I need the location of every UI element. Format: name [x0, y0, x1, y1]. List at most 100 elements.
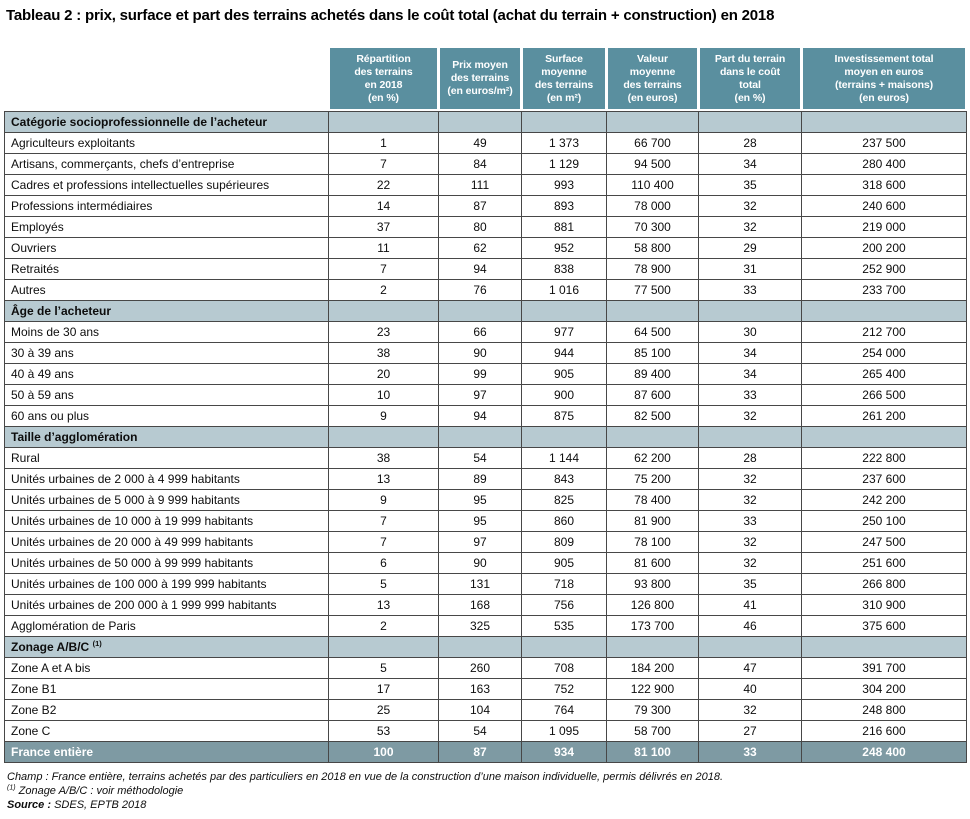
- value-cell: 905: [521, 552, 607, 574]
- data-row: Unités urbaines de 2 000 à 4 999 habitan…: [4, 468, 967, 490]
- value-cell: 212 700: [801, 321, 967, 343]
- value-cell: 242 200: [801, 489, 967, 511]
- data-row: 40 à 49 ans 20 99 905 89 400 34 265 400: [4, 363, 967, 385]
- data-row-label: Retraités: [4, 258, 329, 280]
- value-cell: 7: [328, 153, 439, 175]
- data-row-label: Unités urbaines de 2 000 à 4 999 habitan…: [4, 468, 329, 490]
- value-cell: 41: [698, 594, 802, 616]
- data-row-label: 50 à 59 ans: [4, 384, 329, 406]
- value-cell: 32: [698, 699, 802, 721]
- value-cell: [801, 300, 967, 322]
- value-cell: 266 500: [801, 384, 967, 406]
- value-cell: 952: [521, 237, 607, 259]
- data-row-label: Artisans, commerçants, chefs d’entrepris…: [4, 153, 329, 175]
- value-cell: 944: [521, 342, 607, 364]
- data-row: Unités urbaines de 10 000 à 19 999 habit…: [4, 510, 967, 532]
- value-cell: [328, 426, 439, 448]
- section-row-label: Âge de l’acheteur: [4, 300, 329, 322]
- data-row-label: Zone C: [4, 720, 329, 742]
- value-cell: 32: [698, 195, 802, 217]
- value-cell: 38: [328, 342, 439, 364]
- data-row-label: Rural: [4, 447, 329, 469]
- value-cell: 266 800: [801, 573, 967, 595]
- value-cell: 905: [521, 363, 607, 385]
- data-row-label: 40 à 49 ans: [4, 363, 329, 385]
- value-cell: 87 600: [606, 384, 699, 406]
- value-cell: 81 100: [606, 741, 699, 763]
- value-cell: 2: [328, 279, 439, 301]
- value-cell: 62 200: [606, 447, 699, 469]
- value-cell: 977: [521, 321, 607, 343]
- section-row: Catégorie socioprofessionnelle de l’ache…: [4, 111, 967, 133]
- data-row: Retraités 7 94 838 78 900 31 252 900: [4, 258, 967, 280]
- value-cell: 237 500: [801, 132, 967, 154]
- data-row-label: 30 à 39 ans: [4, 342, 329, 364]
- value-cell: 893: [521, 195, 607, 217]
- value-cell: 881: [521, 216, 607, 238]
- data-row-label: Zone A et A bis: [4, 657, 329, 679]
- value-cell: [698, 636, 802, 658]
- value-cell: 35: [698, 174, 802, 196]
- data-row: Unités urbaines de 50 000 à 99 999 habit…: [4, 552, 967, 574]
- value-cell: 70 300: [606, 216, 699, 238]
- col-header-text: Part du terrain dans le coût total (en %…: [700, 48, 800, 109]
- value-cell: 752: [521, 678, 607, 700]
- data-row-label: Unités urbaines de 5 000 à 9 999 habitan…: [4, 489, 329, 511]
- value-cell: 126 800: [606, 594, 699, 616]
- value-cell: 93 800: [606, 573, 699, 595]
- value-cell: 1 129: [521, 153, 607, 175]
- data-row: Autres 2 76 1 016 77 500 33 233 700: [4, 279, 967, 301]
- value-cell: 310 900: [801, 594, 967, 616]
- value-cell: 375 600: [801, 615, 967, 637]
- section-row: Âge de l’acheteur: [4, 300, 967, 322]
- footnotes: Champ : France entière, terrains achetés…: [7, 771, 966, 812]
- value-cell: 254 000: [801, 342, 967, 364]
- value-cell: 79 300: [606, 699, 699, 721]
- value-cell: 233 700: [801, 279, 967, 301]
- value-cell: 9: [328, 489, 439, 511]
- value-cell: 23: [328, 321, 439, 343]
- data-row-label: Zone B2: [4, 699, 329, 721]
- value-cell: 110 400: [606, 174, 699, 196]
- data-row-label: Unités urbaines de 100 000 à 199 999 hab…: [4, 573, 329, 595]
- value-cell: 34: [698, 363, 802, 385]
- col-header-text: Répartition des terrains en 2018 (en %): [330, 48, 437, 109]
- col-header-text: Valeur moyenne des terrains (en euros): [608, 48, 697, 109]
- value-cell: 237 600: [801, 468, 967, 490]
- value-cell: 248 400: [801, 741, 967, 763]
- value-cell: 87: [438, 195, 522, 217]
- value-cell: 66: [438, 321, 522, 343]
- value-cell: 325: [438, 615, 522, 637]
- section-row-label: Taille d’agglomération: [4, 426, 329, 448]
- value-cell: 200 200: [801, 237, 967, 259]
- value-cell: 78 100: [606, 531, 699, 553]
- col-header-2: Prix moyen des terrains (en euros/m²): [438, 48, 522, 112]
- data-row-label: 60 ans ou plus: [4, 405, 329, 427]
- col-header-text: Prix moyen des terrains (en euros/m²): [440, 48, 520, 109]
- value-cell: 28: [698, 447, 802, 469]
- data-row-label: Autres: [4, 279, 329, 301]
- value-cell: 304 200: [801, 678, 967, 700]
- col-header-4: Valeur moyenne des terrains (en euros): [606, 48, 699, 112]
- col-header-5: Part du terrain dans le coût total (en %…: [698, 48, 802, 112]
- footnote-champ-text: Champ : France entière, terrains achetés…: [7, 771, 724, 783]
- value-cell: [438, 300, 522, 322]
- value-cell: 104: [438, 699, 522, 721]
- value-cell: [328, 636, 439, 658]
- value-cell: 54: [438, 447, 522, 469]
- value-cell: [521, 300, 607, 322]
- value-cell: 809: [521, 531, 607, 553]
- value-cell: 11: [328, 237, 439, 259]
- data-row: Agriculteurs exploitants 1 49 1 373 66 700 28…: [4, 132, 967, 154]
- data-row: 50 à 59 ans 10 97 900 87 600 33 266 500: [4, 384, 967, 406]
- data-row: 30 à 39 ans 38 90 944 85 100 34 254 000: [4, 342, 967, 364]
- data-row: Unités urbaines de 200 000 à 1 999 999 h…: [4, 594, 967, 616]
- data-row: Zone A et A bis 5 260 708 184 200 47 391 700: [4, 657, 967, 679]
- value-cell: 993: [521, 174, 607, 196]
- value-cell: 173 700: [606, 615, 699, 637]
- data-table: Répartition des terrains en 2018 (en %) P…: [4, 48, 967, 763]
- footnote-zonage: (1) Zonage A/B/C : voir méthodologie: [7, 784, 966, 799]
- data-row-label: Employés: [4, 216, 329, 238]
- data-row: Cadres et professions intellectuelles su…: [4, 174, 967, 196]
- data-row-label: Moins de 30 ans: [4, 321, 329, 343]
